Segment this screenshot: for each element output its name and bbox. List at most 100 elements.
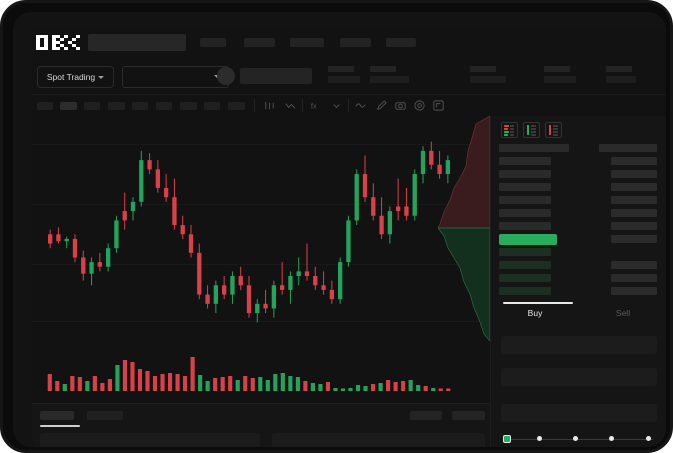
orderbook-row-price[interactable]: [499, 196, 551, 204]
camera-icon[interactable]: [394, 99, 407, 112]
orderbook-row-price[interactable]: [499, 209, 551, 217]
orderbook-row-size[interactable]: [611, 196, 657, 204]
orderbook-view-bids-icon[interactable]: [523, 122, 540, 138]
orderbook-view-both-icon[interactable]: [501, 122, 518, 138]
timeframe-button-7[interactable]: [180, 102, 197, 110]
bar: [504, 128, 508, 130]
orderbook-row-price[interactable]: [499, 261, 551, 269]
chevron-down-icon[interactable]: [330, 99, 343, 112]
fullscreen-icon[interactable]: [432, 99, 445, 112]
nav-item-5[interactable]: [386, 38, 416, 47]
nav-item-1[interactable]: [200, 38, 226, 47]
chevron-down-icon: [98, 75, 105, 79]
logo-pixel: [72, 38, 76, 41]
stat-block-3: [470, 66, 506, 83]
price-chart[interactable]: [32, 116, 490, 341]
order-amount-field[interactable]: [501, 368, 657, 386]
orderbook-row-price[interactable]: [499, 234, 557, 245]
volume-chart[interactable]: [32, 341, 490, 403]
bar: [531, 134, 536, 136]
chart-gridline: [32, 321, 490, 322]
logo-pixel: [44, 38, 48, 41]
wave-line-icon[interactable]: [354, 99, 367, 112]
stat-block-1: [328, 66, 360, 83]
orderbook-row-price[interactable]: [499, 222, 551, 230]
slider-stop[interactable]: [573, 436, 578, 441]
svg-text:fx: fx: [311, 101, 317, 110]
timeframe-button-5[interactable]: [132, 102, 148, 110]
timeframe-button-3[interactable]: [84, 102, 100, 110]
orderbook-row-price[interactable]: [499, 144, 569, 152]
orderbook-row-price[interactable]: [499, 248, 551, 256]
logo-pixel: [64, 35, 68, 38]
timeframe-button-6[interactable]: [156, 102, 172, 110]
nav-item-3[interactable]: [290, 38, 324, 47]
timeframe-button-4[interactable]: [108, 102, 125, 110]
bar: [553, 131, 558, 133]
bottom-card-2[interactable]: [272, 433, 485, 447]
orderbook-row-size[interactable]: [611, 287, 657, 295]
line-chart-icon[interactable]: [284, 99, 297, 112]
nav-item-4[interactable]: [340, 38, 371, 47]
timeframe-button-1[interactable]: [37, 102, 53, 110]
timeframe-button-2[interactable]: [60, 102, 77, 110]
okx-logo[interactable]: [36, 35, 80, 50]
bar: [553, 134, 558, 136]
stat-block-2: [370, 66, 409, 83]
tab-sell[interactable]: Sell: [615, 308, 631, 318]
timeframe-button-9[interactable]: [228, 102, 245, 110]
bottom-card-1[interactable]: [40, 433, 260, 447]
orderbook-row-size[interactable]: [599, 144, 657, 152]
logo-pixel: [52, 41, 56, 44]
orderbook-row-size[interactable]: [611, 170, 657, 178]
orderbook-row-size[interactable]: [611, 157, 657, 165]
logo-pixel: [52, 35, 56, 38]
chart-gridline: [32, 204, 490, 205]
order-price-field[interactable]: [501, 336, 657, 354]
stat-value: [544, 76, 576, 83]
logo-pixel: [56, 41, 60, 44]
trading-pair-selector[interactable]: [122, 66, 229, 88]
settings-gear-icon[interactable]: [413, 99, 426, 112]
slider-handle[interactable]: [503, 435, 511, 443]
orderbook-row-price[interactable]: [499, 287, 551, 295]
bar: [504, 134, 508, 136]
orders-panel: [32, 403, 490, 447]
trading-mode-selector[interactable]: Spot Trading: [37, 66, 114, 88]
order-amount-slider[interactable]: [503, 434, 655, 444]
orderbook-row-size[interactable]: [611, 209, 657, 217]
pair-coin-avatar: [217, 67, 235, 85]
chart-gridline: [32, 144, 490, 145]
nav-item-2[interactable]: [244, 38, 275, 47]
bottom-tab-1[interactable]: [40, 411, 74, 420]
orderbook-row-price[interactable]: [499, 170, 551, 178]
orderbook-row-size[interactable]: [611, 274, 657, 282]
orderbook-row-size[interactable]: [611, 183, 657, 191]
logo-pixel: [44, 44, 48, 47]
orderbook-row-price[interactable]: [499, 183, 551, 191]
orderbook-row-size[interactable]: [611, 222, 657, 230]
orderbook-row-size[interactable]: [611, 261, 657, 269]
orderbook-rows[interactable]: [491, 142, 666, 300]
bottom-tab-2[interactable]: [87, 411, 123, 420]
indicators-icon[interactable]: fx: [309, 99, 322, 112]
slider-stop[interactable]: [609, 436, 614, 441]
orderbook-view-asks-icon[interactable]: [545, 122, 562, 138]
timeframe-button-8[interactable]: [204, 102, 220, 110]
orderbook-row-price[interactable]: [499, 274, 551, 282]
bottom-action-1[interactable]: [410, 411, 442, 420]
candlestick-chart-icon[interactable]: [263, 99, 276, 112]
orderbook-row-price[interactable]: [499, 157, 551, 165]
search-input[interactable]: [88, 34, 186, 51]
slider-stop[interactable]: [646, 436, 651, 441]
slider-stop[interactable]: [537, 436, 542, 441]
bar: [531, 125, 536, 127]
order-total-field[interactable]: [501, 404, 657, 422]
logo-pixel: [36, 47, 40, 50]
tab-buy[interactable]: Buy: [527, 308, 543, 318]
pencil-icon[interactable]: [375, 99, 388, 112]
orderbook-row-size[interactable]: [611, 235, 657, 243]
logo-pixel: [60, 44, 64, 47]
bottom-action-2[interactable]: [452, 411, 485, 420]
bar: [527, 125, 529, 135]
